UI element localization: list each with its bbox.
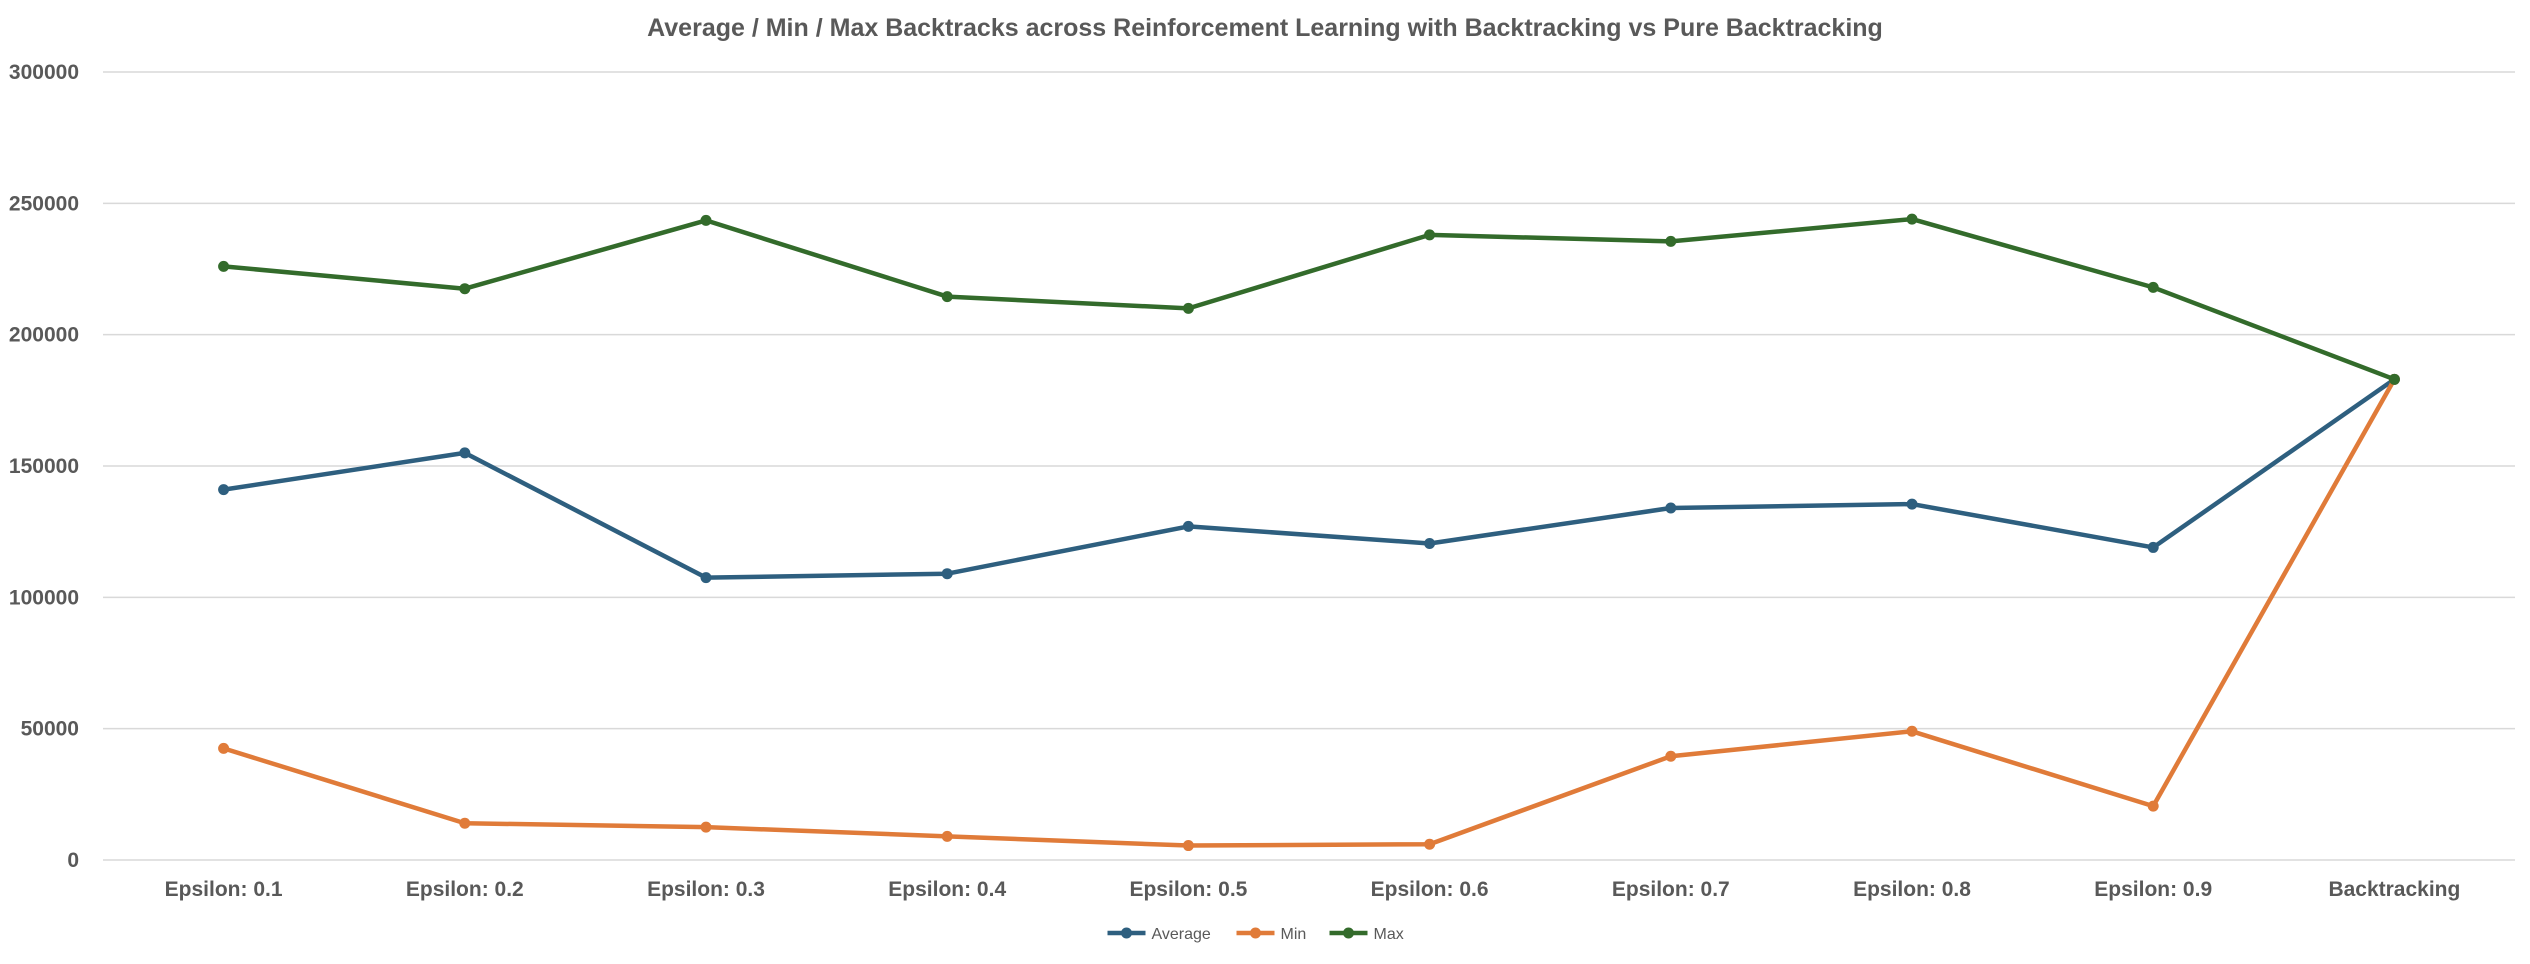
legend-marker — [1121, 927, 1132, 939]
data-point — [941, 291, 953, 303]
series-line — [221, 377, 2397, 848]
legend: Average Min Max — [1107, 926, 1404, 943]
legend-marker — [1250, 927, 1261, 939]
x-tick-label: Epsilon: 0.9 — [2094, 878, 2212, 901]
x-tick-label: Epsilon: 0.2 — [406, 878, 524, 901]
series-max — [218, 213, 2400, 385]
x-tick-label: Epsilon: 0.7 — [1612, 878, 1730, 901]
y-tick-label: 50000 — [21, 718, 79, 741]
series-min — [218, 373, 2400, 852]
data-point — [218, 742, 230, 754]
legend-item: Average — [1107, 926, 1211, 943]
series-lines — [218, 213, 2400, 852]
data-point — [1424, 537, 1436, 549]
data-point — [218, 260, 230, 272]
data-point — [459, 447, 471, 459]
data-point — [459, 283, 471, 295]
data-point — [700, 572, 712, 584]
data-point — [941, 830, 953, 842]
gridlines — [103, 71, 2515, 861]
data-point — [1665, 750, 1677, 762]
data-point — [1182, 840, 1194, 852]
legend-label: Average — [1152, 926, 1211, 943]
legend-item: Min — [1236, 926, 1307, 943]
data-point — [1906, 725, 1918, 737]
x-axis-ticks: Epsilon: 0.1 Epsilon: 0.2 Epsilon: 0.3 Epsi… — [165, 878, 2461, 901]
data-point — [1424, 229, 1436, 241]
y-tick-label: 250000 — [9, 192, 79, 215]
data-point — [700, 821, 712, 833]
chart-title: Average / Min / Max Backtracks across Re… — [647, 14, 1883, 42]
y-tick-label: 300000 — [9, 61, 79, 84]
data-point — [1182, 520, 1194, 532]
x-tick-label: Epsilon: 0.1 — [165, 878, 283, 901]
data-point — [1906, 213, 1918, 225]
data-point — [218, 484, 230, 496]
data-point — [941, 568, 953, 580]
data-point — [2147, 800, 2159, 812]
x-tick-label: Backtracking — [2328, 878, 2460, 901]
data-point — [459, 817, 471, 829]
series-average — [218, 373, 2400, 584]
data-point — [2147, 281, 2159, 293]
series-line — [221, 216, 2397, 382]
data-point — [700, 214, 712, 226]
y-tick-label: 100000 — [9, 586, 79, 609]
x-tick-label: Epsilon: 0.5 — [1129, 878, 1247, 901]
data-point — [1424, 838, 1436, 850]
legend-marker — [1343, 927, 1354, 939]
data-point — [2147, 541, 2159, 553]
x-tick-label: Epsilon: 0.4 — [888, 878, 1006, 901]
y-axis-ticks: 0 50000 100000 150000 200000 250000 300000 — [9, 61, 79, 872]
y-tick-label: 0 — [67, 849, 79, 872]
data-point — [1906, 498, 1918, 510]
data-point — [1182, 302, 1194, 314]
x-tick-label: Epsilon: 0.8 — [1853, 878, 1971, 901]
y-tick-label: 150000 — [9, 455, 79, 478]
y-tick-label: 200000 — [9, 324, 79, 347]
x-tick-label: Epsilon: 0.3 — [647, 878, 765, 901]
data-point — [1665, 502, 1677, 514]
data-point — [2388, 373, 2400, 385]
data-point — [1665, 235, 1677, 247]
legend-label: Max — [1374, 926, 1404, 943]
legend-item: Max — [1329, 926, 1404, 943]
series-line — [221, 377, 2397, 580]
legend-label: Min — [1281, 926, 1307, 943]
x-tick-label: Epsilon: 0.6 — [1371, 878, 1489, 901]
